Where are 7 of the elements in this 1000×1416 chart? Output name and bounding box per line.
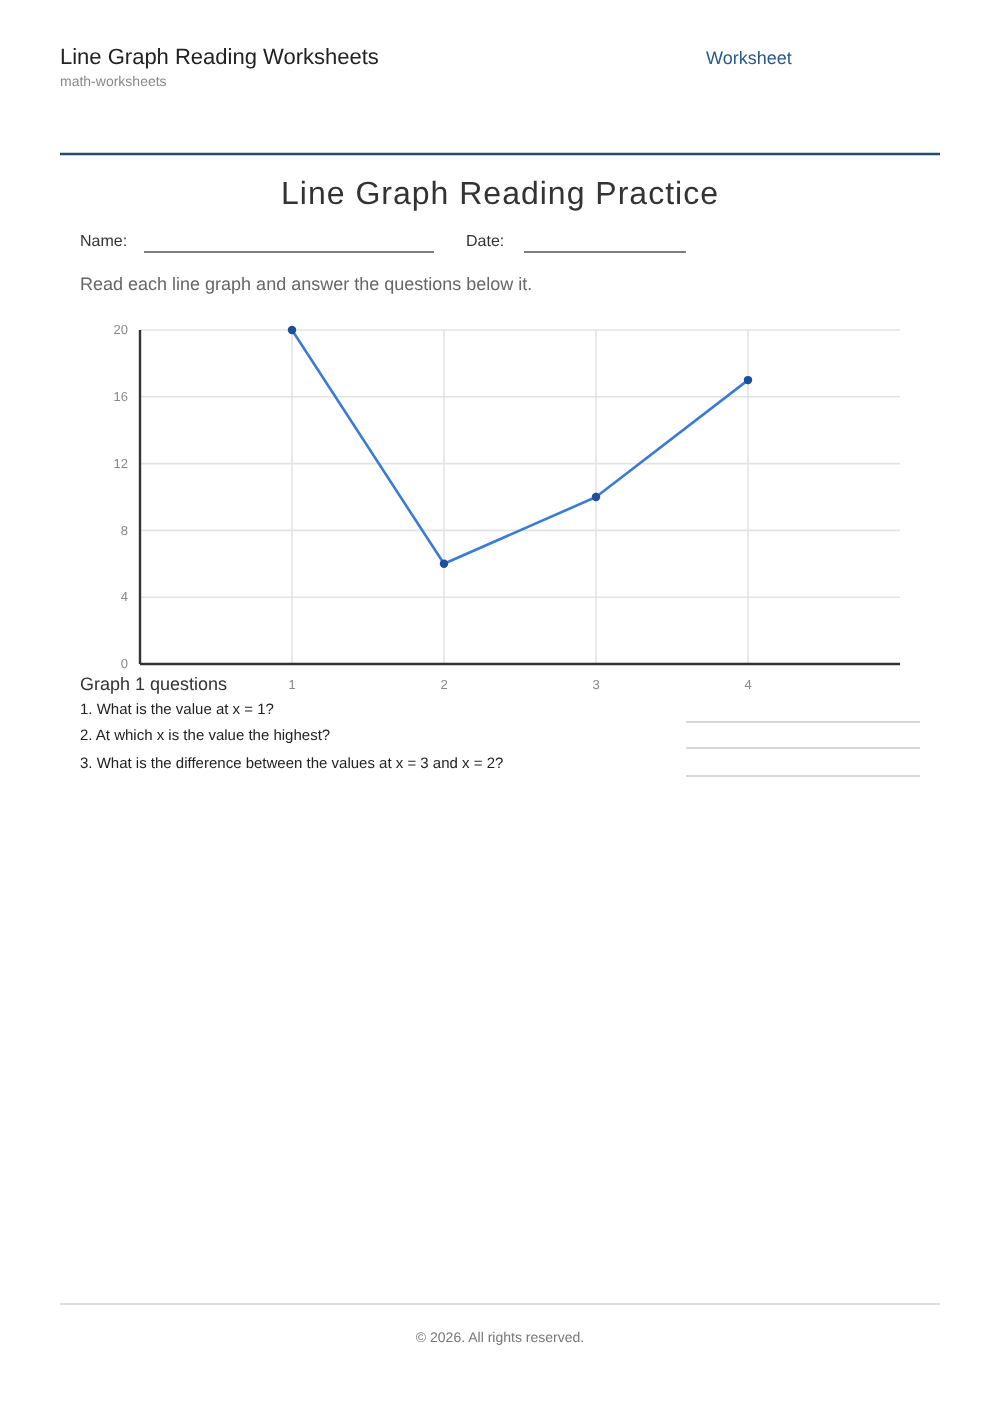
text: Name:: [80, 232, 128, 250]
text: Line Graph Reading Worksheets: [60, 46, 379, 70]
chart-title: Line Graph Reading Practice: [279, 178, 721, 214]
text: Read each line graph and answer the questions below it.: [80, 274, 533, 294]
text: Date:: [466, 232, 505, 250]
text: Worksheet: [706, 48, 792, 68]
caption: Graph 1 questions: [80, 674, 228, 694]
